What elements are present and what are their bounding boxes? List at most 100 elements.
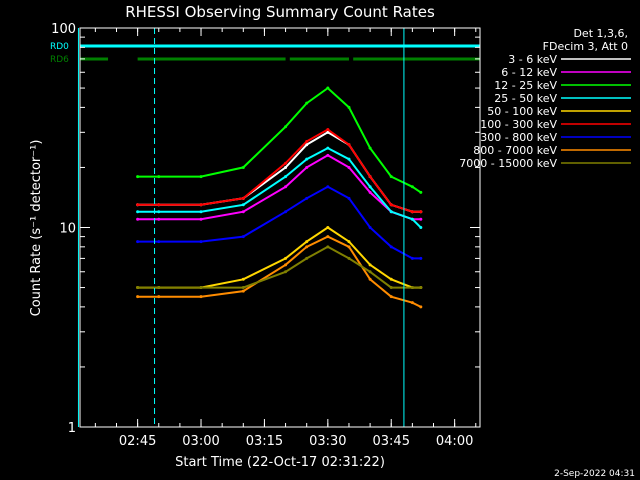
data-point: [410, 210, 414, 214]
data-point: [199, 240, 203, 244]
data-point: [347, 245, 351, 249]
data-point: [136, 175, 140, 179]
legend-entry-label: 3 - 6 keV: [508, 53, 557, 66]
data-point: [305, 157, 309, 161]
data-point: [419, 190, 423, 194]
legend-entry-label: 800 - 7000 keV: [473, 144, 557, 157]
data-point: [199, 175, 203, 179]
data-point: [347, 165, 351, 169]
series-line-5: [137, 128, 421, 213]
data-point: [241, 277, 245, 281]
data-point: [347, 256, 351, 260]
data-point: [347, 143, 351, 147]
data-point: [305, 165, 309, 169]
legend-entry-label: 50 - 100 keV: [487, 105, 557, 118]
data-point: [347, 157, 351, 161]
data-point: [389, 286, 393, 290]
y-tick-label: 10: [59, 222, 76, 237]
data-point: [368, 277, 372, 281]
data-point: [326, 153, 330, 157]
data-point: [136, 203, 140, 207]
data-point: [305, 196, 309, 200]
data-point: [326, 146, 330, 150]
axes-layer: 02:45 03:00 03:15 03:30 03:45 04:00 1 10 100: [51, 22, 480, 449]
data-point: [410, 256, 414, 260]
data-point: [305, 240, 309, 244]
data-point: [389, 245, 393, 249]
x-tick-label: 03:15: [246, 434, 283, 449]
series-line-2: [137, 86, 422, 194]
data-point: [368, 175, 372, 179]
data-point: [136, 240, 140, 244]
data-point: [199, 203, 203, 207]
data-point: [410, 301, 414, 305]
series-layer: [136, 86, 423, 309]
generation-timestamp: 2-Sep-2022 04:31: [554, 469, 635, 479]
data-point: [136, 217, 140, 221]
data-point: [136, 286, 140, 290]
data-point: [347, 105, 351, 109]
data-point: [241, 210, 245, 214]
data-point: [305, 245, 309, 249]
data-point: [419, 210, 423, 214]
series-line-8: [137, 245, 421, 289]
x-tick-label: 02:45: [119, 434, 156, 449]
data-point: [241, 289, 245, 293]
data-point: [368, 185, 372, 189]
data-point: [305, 101, 309, 105]
data-point: [368, 226, 372, 229]
data-point: [326, 185, 330, 189]
data-point: [326, 86, 330, 90]
data-point: [389, 210, 393, 214]
data-point: [284, 165, 288, 169]
data-point: [241, 203, 245, 207]
data-point: [419, 226, 423, 229]
data-point: [284, 263, 288, 267]
data-point: [136, 295, 140, 299]
legend-entry-label: 12 - 25 keV: [494, 79, 557, 92]
data-point: [199, 210, 203, 214]
legend-header-line: FDecim 3, Att 0: [543, 40, 628, 53]
legend-entry-label: 100 - 300 keV: [480, 118, 557, 131]
legend-entry-label: 300 - 800 keV: [480, 131, 557, 144]
legend-entry-label: 25 - 50 keV: [494, 92, 557, 105]
series-line-6: [137, 185, 421, 260]
data-point: [410, 286, 414, 290]
data-point: [410, 217, 414, 221]
data-point: [284, 175, 288, 179]
data-point: [157, 210, 161, 214]
data-point: [389, 277, 393, 281]
flag-label-rd6: RD6: [50, 55, 69, 65]
data-point: [419, 305, 423, 309]
data-point: [241, 286, 245, 290]
data-point: [284, 210, 288, 214]
data-point: [326, 127, 330, 131]
data-point: [326, 226, 330, 229]
data-point: [284, 125, 288, 129]
data-point: [347, 240, 351, 244]
data-point: [419, 286, 423, 290]
data-point: [284, 185, 288, 189]
data-point: [136, 210, 140, 214]
data-point: [284, 161, 288, 165]
data-point: [157, 175, 161, 179]
data-point: [241, 196, 245, 200]
x-tick-label: 04:00: [436, 434, 473, 449]
data-point: [326, 245, 330, 249]
data-point: [305, 256, 309, 260]
data-point: [157, 217, 161, 221]
data-point: [305, 143, 309, 147]
data-point: [368, 263, 372, 267]
legend-entry-label: 6 - 12 keV: [501, 66, 557, 79]
x-tick-label: 03:30: [309, 434, 346, 449]
data-point: [389, 175, 393, 179]
y-tick-label: 1: [68, 421, 76, 436]
data-point: [241, 165, 245, 169]
data-point: [326, 130, 330, 134]
data-point: [410, 185, 414, 189]
y-axis-label: Count Rate (s⁻¹ detector⁻¹): [29, 140, 44, 317]
data-point: [389, 295, 393, 299]
data-point: [347, 196, 351, 200]
